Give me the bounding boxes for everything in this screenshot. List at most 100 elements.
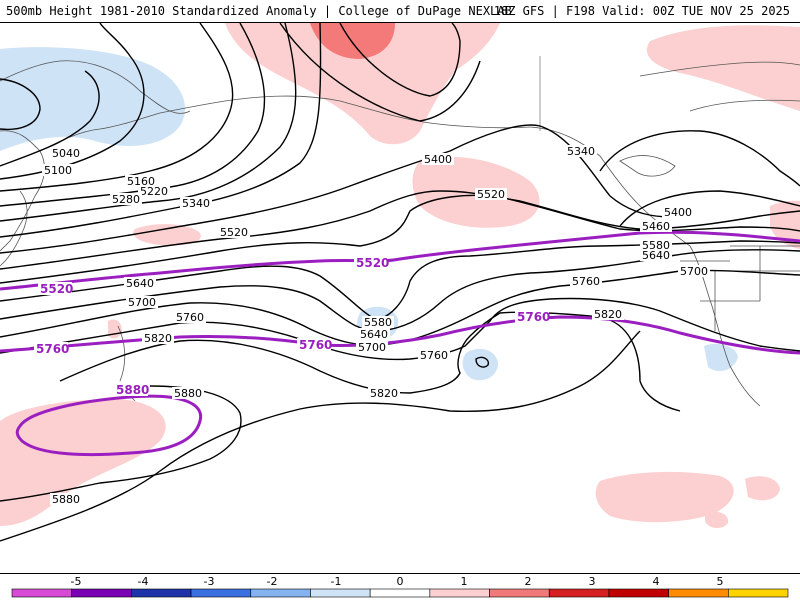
contour-label-5520-center: 5520	[475, 188, 507, 201]
contour-label-5700-center: 5700	[356, 341, 388, 354]
contour-5040	[0, 70, 100, 167]
contour-label-5820-west: 5820	[142, 332, 174, 345]
model-run-info: 18Z GFS | F198 Valid: 00Z TUE NOV 25 202…	[493, 4, 790, 18]
tick-label-4: 4	[653, 575, 660, 588]
contour-label-5040: 5040	[50, 147, 82, 160]
tick-label-neg4: -4	[138, 575, 149, 588]
contour-label-5340-west: 5340	[180, 197, 212, 210]
tick-label-neg1: -1	[331, 575, 342, 588]
contour-label-5880-south: 5880	[50, 493, 82, 506]
contour-label-5820-east: 5820	[592, 308, 624, 321]
contour-label-5700-west: 5700	[126, 296, 158, 309]
highlight-label-5880: 5880	[114, 383, 149, 397]
contour-label-5460: 5460	[640, 220, 672, 233]
colorbar-cell	[11, 588, 72, 598]
colorbar-cell	[608, 588, 669, 598]
contour-label-5340-east: 5340	[565, 145, 597, 158]
svg-text:5340: 5340	[567, 145, 595, 158]
svg-text:5700: 5700	[358, 341, 386, 354]
colorbar-cells	[11, 588, 789, 598]
contour-polar-vortex	[0, 78, 41, 131]
svg-text:5700: 5700	[680, 265, 708, 278]
header: 500mb Height 1981-2010 Standardized Anom…	[0, 0, 800, 22]
tick-label-neg3: -3	[204, 575, 215, 588]
map-svg: 5040 5100 5160 5220 5280 5340 5340 5400	[0, 22, 800, 542]
contour-5160	[0, 22, 234, 192]
svg-text:5640: 5640	[360, 328, 388, 341]
contour-label-5280: 5280	[110, 193, 142, 206]
colorbar-cell	[489, 588, 550, 598]
contour-5520	[0, 194, 800, 284]
contour-label-5400-east: 5400	[662, 206, 694, 219]
contour-label-5640-center: 5640	[358, 328, 390, 341]
svg-text:5820: 5820	[144, 332, 172, 345]
svg-text:5580: 5580	[642, 239, 670, 252]
tick-label-0: 0	[397, 575, 404, 588]
contour-label-5640-east: 5640	[640, 249, 672, 262]
svg-text:5880: 5880	[52, 493, 80, 506]
contour-label-5580-east: 5580	[640, 239, 672, 252]
colorbar-cell	[131, 588, 192, 598]
contour-label-5520-west: 5520	[218, 226, 250, 239]
svg-text:5640: 5640	[642, 249, 670, 262]
colorbar-cell	[429, 588, 490, 598]
highlight-label-5760-west: 5760	[34, 342, 69, 356]
contour-5400	[0, 124, 681, 254]
map-area: 5040 5100 5160 5220 5280 5340 5340 5400	[0, 22, 800, 574]
tick-label-neg2: -2	[267, 575, 278, 588]
colorbar-cell	[728, 588, 789, 598]
colorbar-tick-labels: -5 -4 -3 -2 -1 0 1 2 3 4 5	[71, 575, 724, 588]
contour-5340	[0, 22, 322, 238]
contour-label-5100: 5100	[42, 164, 74, 177]
svg-text:5640: 5640	[126, 277, 154, 290]
contour-east-trough-2	[619, 190, 800, 227]
colorbar-legend: -5 -4 -3 -2 -1 0 1 2 3 4 5	[0, 574, 800, 600]
colorbar-cell	[310, 588, 371, 598]
svg-text:5280: 5280	[112, 193, 140, 206]
pos-anomaly-northeast	[646, 25, 800, 111]
pos-anomaly-west-small	[133, 224, 201, 246]
contour-5880-outer	[0, 330, 641, 542]
contour-5220	[0, 22, 266, 207]
contour-label-5400-center: 5400	[422, 153, 454, 166]
svg-text:5760: 5760	[36, 342, 69, 356]
contour-label-5880-west: 5880	[172, 387, 204, 400]
highlight-label-5760-center: 5760	[297, 338, 332, 352]
colorbar-cell	[369, 588, 431, 598]
highlight-label-5520-west: 5520	[38, 282, 73, 296]
pos-anomaly-southeast-small	[705, 511, 729, 529]
tick-label-3: 3	[589, 575, 596, 588]
colorbar-cell	[71, 588, 132, 598]
pos-anomaly-north-center	[225, 23, 500, 145]
contour-5580	[0, 240, 800, 320]
contour-label-5220: 5220	[138, 185, 170, 198]
contour-north-ridge	[339, 22, 461, 97]
map-title: 500mb Height 1981-2010 Standardized Anom…	[6, 4, 512, 18]
tick-label-1: 1	[461, 575, 468, 588]
svg-text:5760: 5760	[176, 311, 204, 324]
contour-5820	[59, 311, 681, 412]
highlight-labels: 5520 5520 5760 5760 5760 5880	[34, 256, 550, 397]
svg-text:5040: 5040	[52, 147, 80, 160]
contour-label-5760-center: 5760	[418, 349, 450, 362]
pos-anomaly-south-center	[595, 471, 734, 523]
svg-text:5760: 5760	[299, 338, 332, 352]
highlight-label-5520-center: 5520	[354, 256, 389, 270]
contour-5280	[0, 22, 297, 222]
svg-text:5820: 5820	[370, 387, 398, 400]
highlight-contour-5880	[15, 394, 203, 457]
neg-anomaly-northwest	[0, 47, 186, 151]
highlight-label-5760-east: 5760	[515, 310, 550, 324]
contour-label-5820-center: 5820	[368, 387, 400, 400]
pos-anomaly-southwest	[0, 399, 166, 526]
tick-label-neg5: -5	[71, 575, 82, 588]
svg-text:5700: 5700	[128, 296, 156, 309]
contour-5880-inner	[0, 385, 242, 502]
pos-anomaly-east-edge	[770, 200, 800, 249]
contour-label-5580-center: 5580	[362, 316, 394, 329]
contour-label-5640-west: 5640	[124, 277, 156, 290]
contour-label-5760-west: 5760	[174, 311, 206, 324]
svg-text:5100: 5100	[44, 164, 72, 177]
pos-anomaly-west-sliver	[108, 319, 122, 339]
contour-north-ridge-2	[279, 22, 481, 122]
